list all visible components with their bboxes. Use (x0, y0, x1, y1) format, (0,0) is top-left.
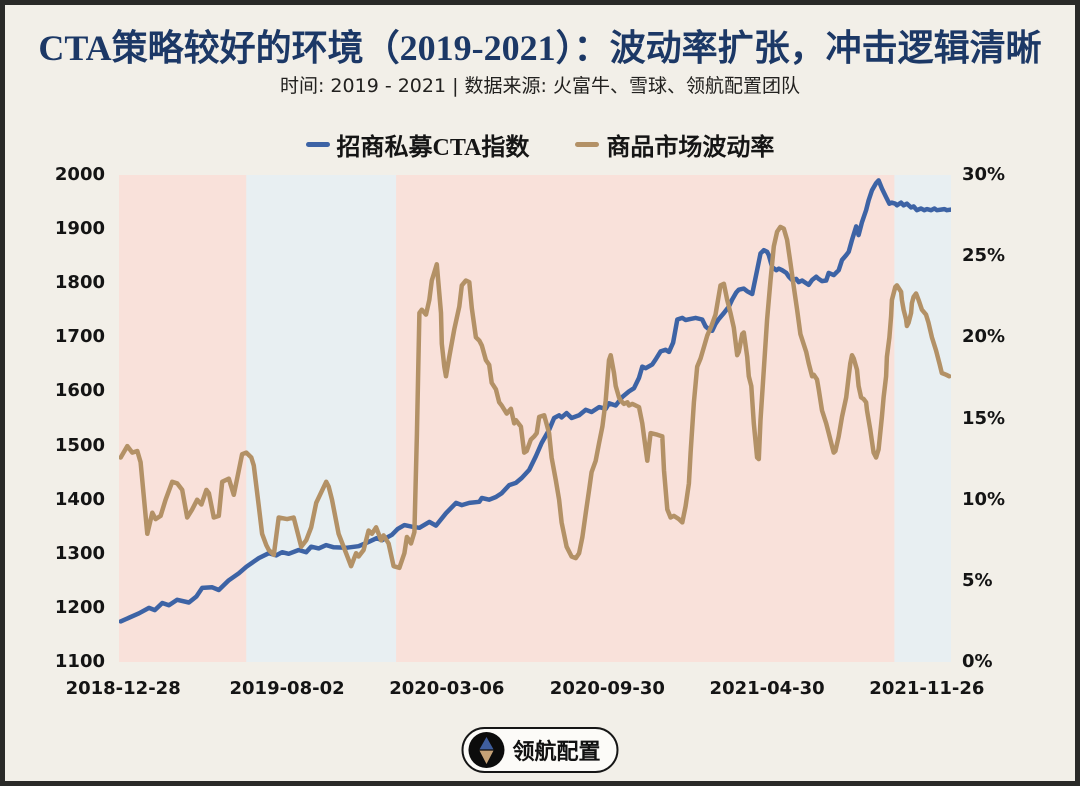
legend-item-volatility: 商品市场波动率 (575, 127, 774, 162)
axis-tick-label: 1400 (54, 488, 105, 510)
regime-band-pink (119, 175, 247, 662)
axis-tick-label: 5% (962, 569, 993, 591)
axis-tick-label: 1100 (54, 651, 105, 672)
axis-tick-label: 1200 (54, 596, 105, 618)
legend-item-cta-index: 招商私募CTA指数 (305, 127, 530, 162)
axis-tick-label: 1800 (54, 272, 105, 294)
axis-tick-label: 1900 (54, 218, 105, 240)
axis-tick-label: 2000 (54, 164, 105, 185)
axis-tick-label: 20% (962, 326, 1006, 348)
axis-tick-label: 1500 (54, 434, 105, 456)
legend-swatch-icon (575, 142, 600, 147)
brand-badge: 领航配置 (461, 727, 619, 773)
regime-band-blue (894, 175, 951, 662)
legend-swatch-icon (305, 142, 330, 147)
x-axis-tick-label: 2019-08-02 (229, 678, 345, 699)
x-axis-tick-label: 2020-09-30 (549, 678, 665, 699)
axis-tick-label: 25% (962, 245, 1006, 267)
legend: 招商私募CTA指数 商品市场波动率 (5, 127, 1075, 162)
legend-label: 商品市场波动率 (606, 135, 775, 161)
x-axis: 2018-12-28 2019-08-02 2020-03-06 2020-09-30… (66, 678, 985, 704)
right-axis: 30% 25% 20% 15% 10% 5% 0% (962, 164, 1052, 672)
axis-tick-label: 10% (962, 488, 1006, 510)
brand-name: 领航配置 (512, 739, 601, 764)
regime-band-blue (246, 175, 397, 662)
axis-tick-label: 30% (962, 164, 1006, 185)
left-axis: 2000 1900 1800 1700 1600 1500 1400 1300 1200 1100 (5, 164, 105, 672)
plot-area (119, 175, 951, 662)
axis-tick-label: 1600 (54, 380, 105, 402)
chart-title: CTA策略较好的环境（2019-2021）：波动率扩张，冲击逻辑清晰 (38, 28, 1042, 68)
x-axis-tick-label: 2018-12-28 (65, 678, 181, 699)
x-axis-tick-label: 2021-04-30 (709, 678, 825, 699)
plot-svg (119, 175, 951, 662)
axis-tick-label: 1300 (54, 542, 105, 564)
axis-tick-label: 1700 (54, 326, 105, 348)
axis-tick-label: 15% (962, 407, 1006, 429)
x-axis-tick-label: 2020-03-06 (389, 678, 505, 699)
regime-band-pink (396, 175, 895, 662)
axis-tick-label: 0% (962, 651, 993, 672)
series-line-volatility (119, 224, 951, 571)
brand-diamond-icon (468, 732, 505, 768)
legend-label: 招商私募CTA指数 (336, 135, 530, 161)
x-axis-tick-label: 2021-11-26 (869, 678, 985, 699)
chart-subtitle: 时间: 2019 - 2021 | 数据来源: 火富牛、雪球、领航配置团队 (279, 75, 800, 97)
